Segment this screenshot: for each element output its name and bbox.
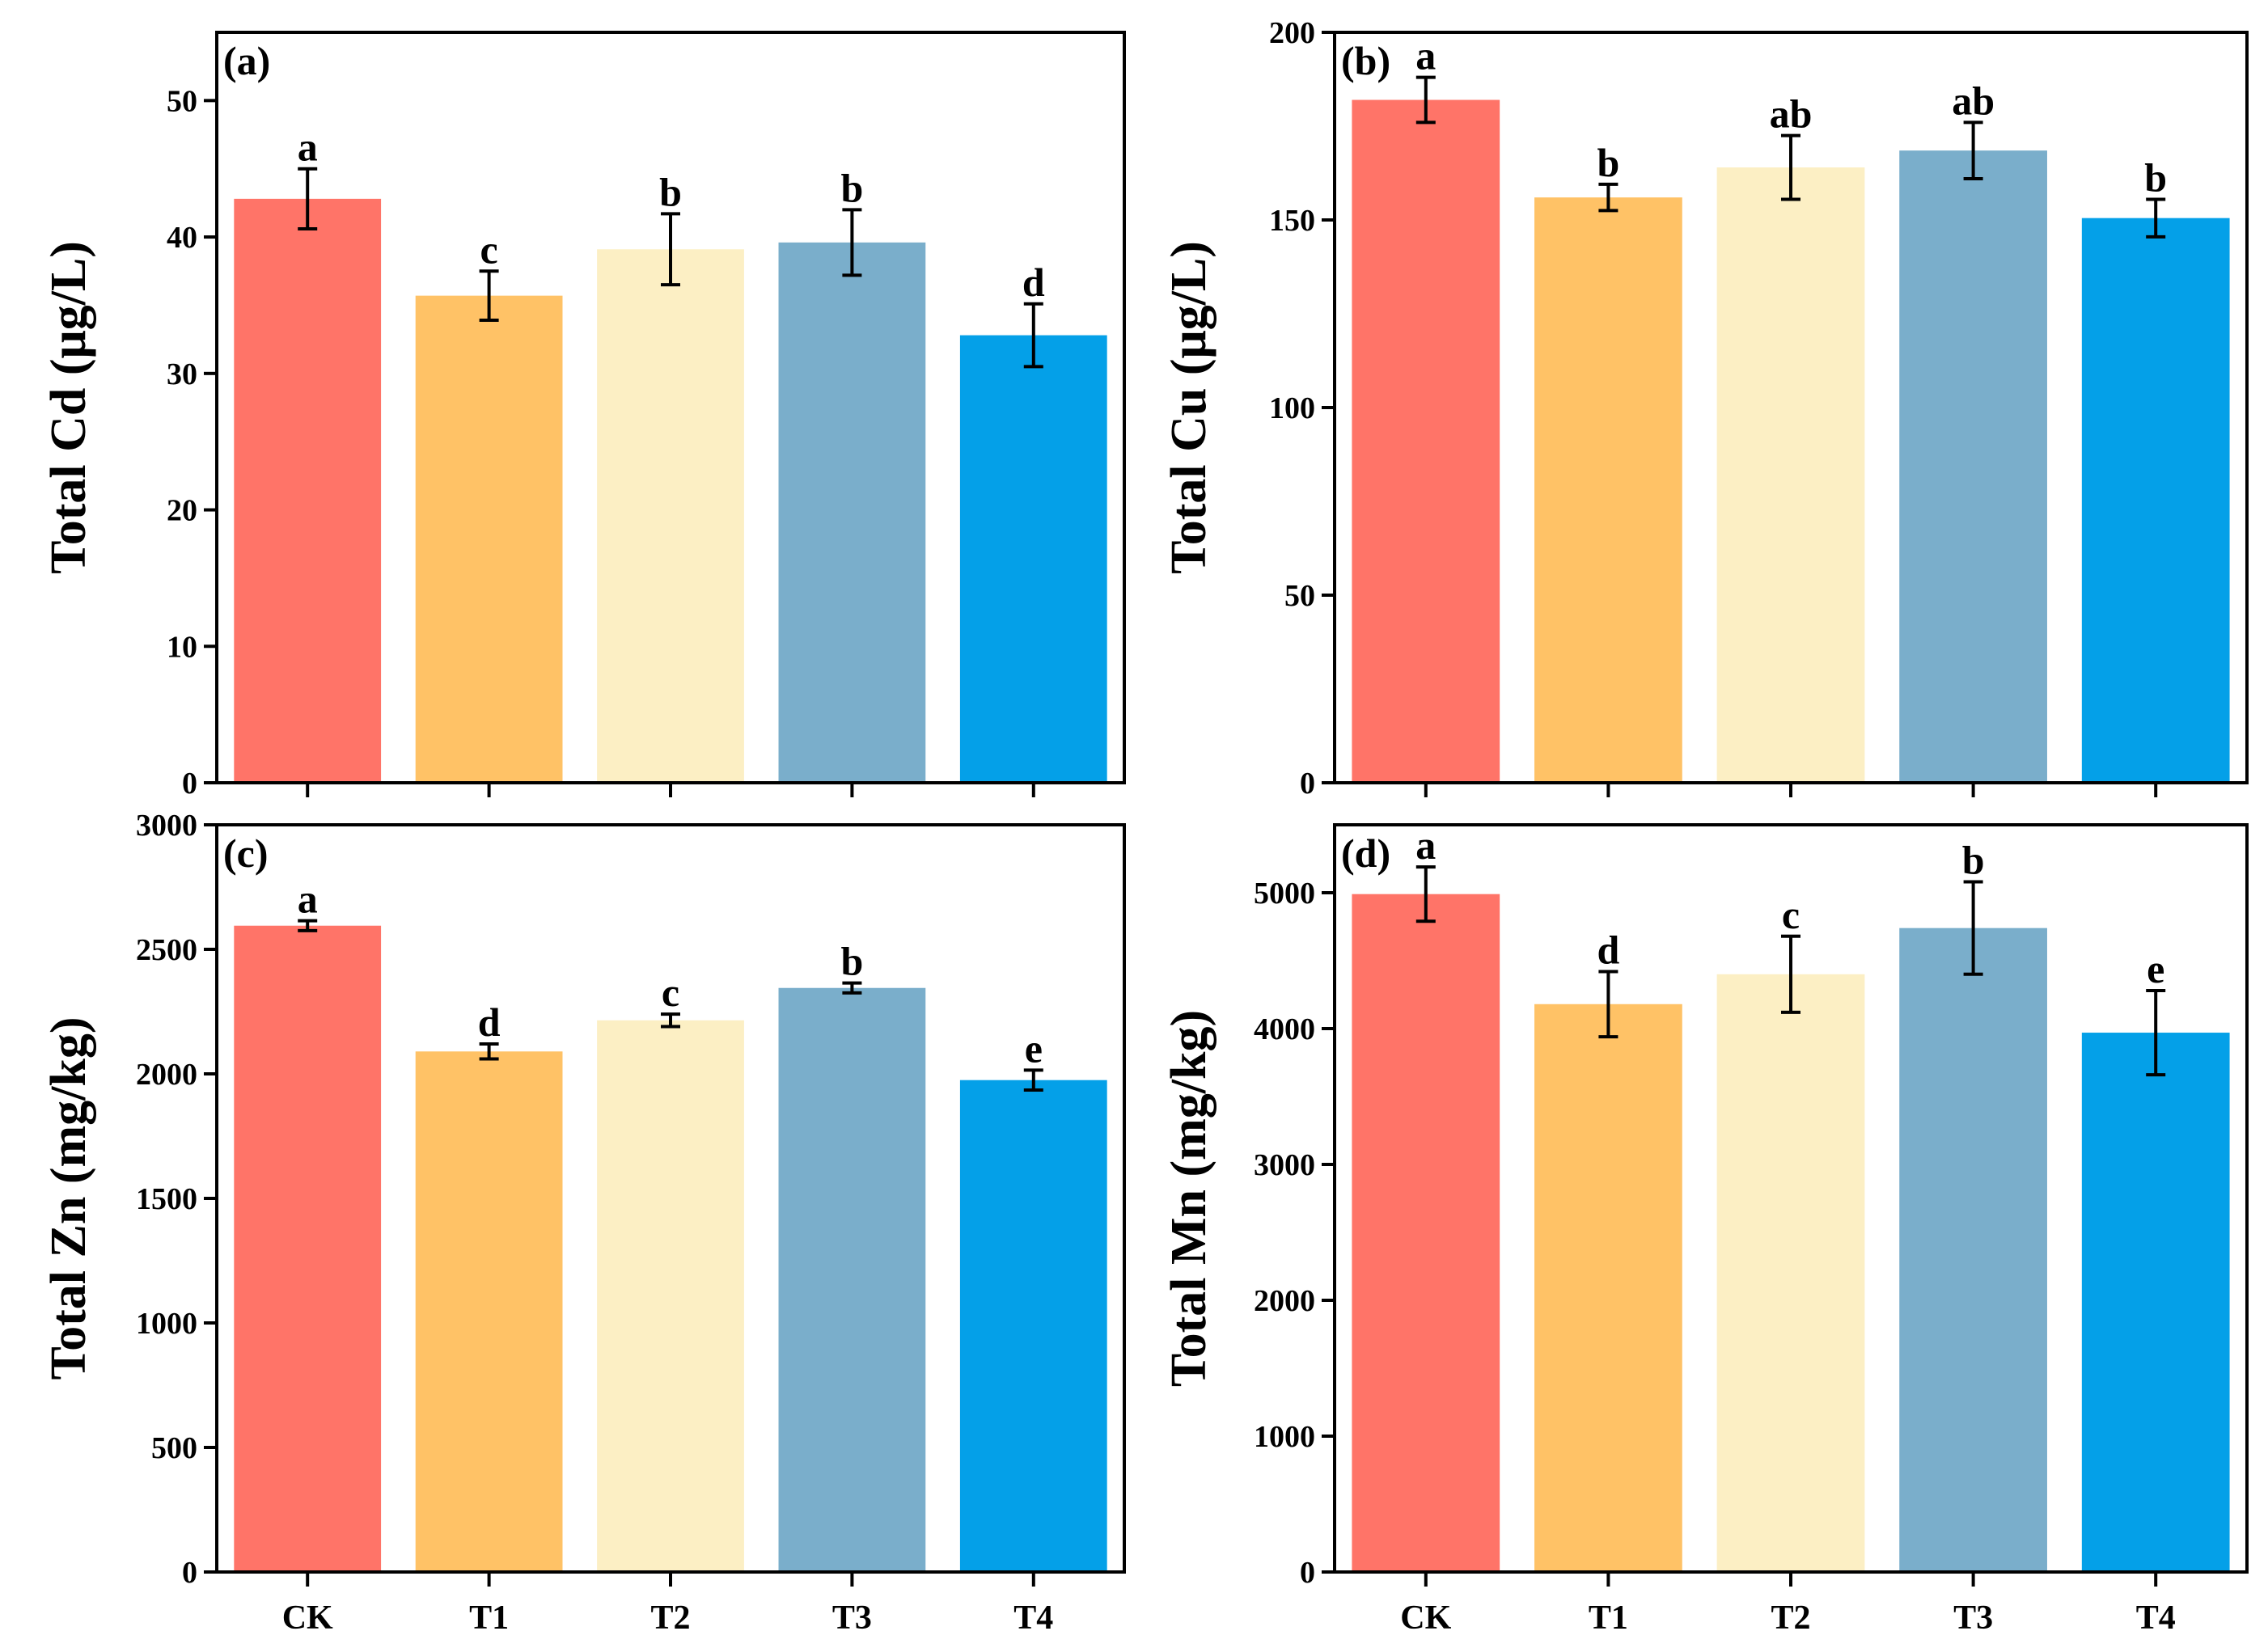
significance-label: e <box>2147 946 2164 991</box>
y-tick-label: 0 <box>182 1556 197 1590</box>
bar-ck <box>234 198 382 783</box>
significance-label: b <box>840 939 863 984</box>
significance-label: d <box>1597 927 1619 972</box>
y-tick-label: 2000 <box>1254 1284 1315 1318</box>
bar-ck <box>234 925 382 1572</box>
bar-t3 <box>1899 928 2047 1572</box>
y-tick-label: 0 <box>1300 1556 1315 1590</box>
bar-t2 <box>597 249 744 783</box>
panel-d: a CK d T1 c T2 b T3 e T4 0 1000 2000 3000 4000 5000 (d) T… <box>1162 822 2249 1637</box>
panel-tag: (a) <box>223 38 270 83</box>
significance-label: ab <box>1952 78 1995 123</box>
category-label: T1 <box>469 1599 509 1637</box>
bar-t1 <box>1534 197 1682 783</box>
plot-frame <box>1333 823 2249 1574</box>
significance-label: e <box>1025 1025 1043 1071</box>
bar-t4 <box>2081 218 2230 783</box>
y-tick-label: 10 <box>167 630 197 664</box>
y-axis-title: Total Zn (mg/kg) <box>41 1016 96 1380</box>
category-label: T4 <box>2136 1599 2176 1637</box>
significance-label: d <box>478 999 501 1045</box>
y-tick-label: 2500 <box>136 933 197 967</box>
bar-t3 <box>778 987 926 1572</box>
category-label: CK <box>1400 1599 1451 1637</box>
y-tick-label: 4000 <box>1254 1012 1315 1046</box>
category-label: T2 <box>1771 1599 1810 1637</box>
y-tick-label: 20 <box>167 494 197 528</box>
bar-t3 <box>778 242 926 784</box>
y-tick-label: 5000 <box>1254 877 1315 911</box>
bar-ck <box>1352 894 1500 1572</box>
significance-label: b <box>2144 154 2167 200</box>
significance-label: a <box>298 125 318 170</box>
y-tick-label: 2000 <box>136 1058 197 1092</box>
plot-frame <box>215 31 1126 784</box>
significance-label: a <box>1415 33 1436 78</box>
y-tick-label: 50 <box>1284 579 1315 613</box>
category-label: T1 <box>1589 1599 1628 1637</box>
bar-t4 <box>959 1080 1107 1572</box>
category-label: T3 <box>1953 1599 1993 1637</box>
panel-a: a c b b d 0 10 20 30 40 50 (a) Total Cd (μg/L) <box>41 31 1126 801</box>
category-label: CK <box>282 1599 333 1637</box>
y-tick-label: 50 <box>167 84 197 118</box>
bar-t3 <box>1899 150 2047 783</box>
y-tick-label: 30 <box>167 357 197 391</box>
bar-t1 <box>415 295 563 783</box>
significance-label: b <box>840 165 863 210</box>
panel-tag: (b) <box>1341 38 1390 83</box>
bar-t1 <box>415 1051 563 1572</box>
significance-label: c <box>1782 892 1800 937</box>
y-tick-label: 3000 <box>1254 1148 1315 1182</box>
plot-frame <box>1333 31 2249 784</box>
category-label: T3 <box>832 1599 872 1637</box>
significance-label: a <box>1415 822 1436 868</box>
y-tick-label: 1000 <box>1254 1420 1315 1454</box>
panel-c: a CK d T1 c T2 b T3 e T4 0 500 1000 1500 2000 2500 3000 (… <box>41 809 1126 1637</box>
y-tick-label: 200 <box>1269 16 1315 50</box>
bar-t2 <box>597 1020 744 1572</box>
significance-label: a <box>298 877 318 922</box>
bar-ck <box>1352 99 1500 783</box>
bar-t2 <box>1716 974 1865 1572</box>
significance-label: d <box>1022 260 1045 305</box>
significance-label: ab <box>1770 91 1813 137</box>
significance-label: c <box>480 226 497 272</box>
significance-label: c <box>662 970 679 1015</box>
bar-t1 <box>1534 1004 1682 1572</box>
plot-frame <box>215 823 1126 1574</box>
significance-label: b <box>1597 140 1619 185</box>
y-tick-label: 0 <box>182 767 197 801</box>
category-label: T2 <box>650 1599 690 1637</box>
y-tick-label: 500 <box>151 1431 197 1465</box>
significance-label: b <box>1962 838 1985 883</box>
bar-t4 <box>2081 1033 2230 1572</box>
y-tick-label: 1500 <box>136 1182 197 1216</box>
bar-t2 <box>1716 167 1865 784</box>
y-tick-label: 150 <box>1269 204 1315 238</box>
panel-tag: (d) <box>1341 830 1390 876</box>
y-axis-title: Total Cu (μg/L) <box>1162 241 1217 574</box>
bar-t4 <box>959 335 1107 783</box>
y-tick-label: 1000 <box>136 1307 197 1341</box>
y-tick-label: 3000 <box>136 809 197 843</box>
significance-label: b <box>659 169 682 214</box>
y-tick-label: 0 <box>1300 767 1315 801</box>
y-tick-label: 40 <box>167 221 197 255</box>
y-axis-title: Total Mn (mg/kg) <box>1162 1010 1217 1387</box>
category-label: T4 <box>1013 1599 1053 1637</box>
y-axis-title: Total Cd (μg/L) <box>41 241 96 574</box>
y-tick-label: 100 <box>1269 391 1315 425</box>
panel-tag: (c) <box>223 830 269 876</box>
